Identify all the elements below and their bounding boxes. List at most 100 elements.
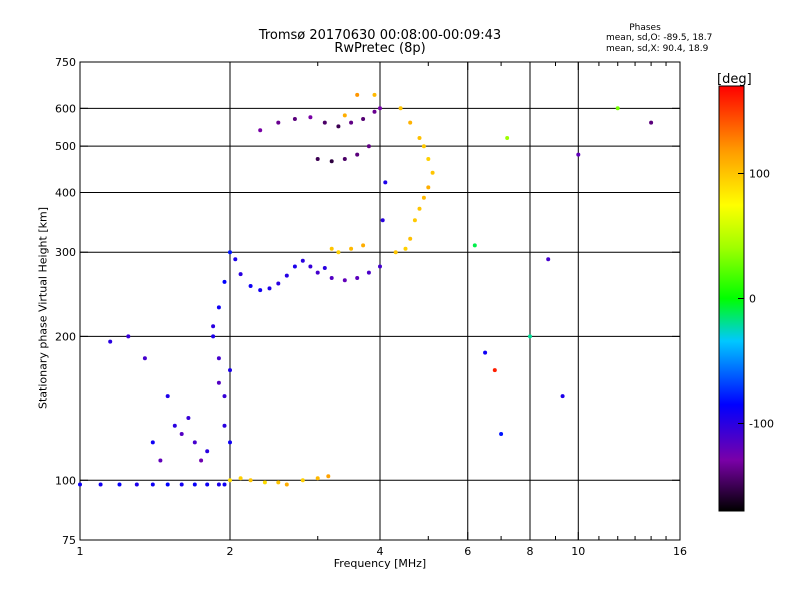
data-point: [329, 246, 334, 251]
data-point: [649, 120, 654, 125]
data-point: [326, 474, 331, 479]
data-point: [349, 246, 354, 251]
data-point: [342, 157, 347, 161]
data-point: [615, 106, 620, 111]
data-point: [233, 257, 238, 262]
data-point: [192, 482, 197, 487]
y-tick-label: 75: [62, 534, 76, 547]
data-point: [315, 476, 320, 481]
data-point: [158, 458, 163, 463]
data-point: [336, 124, 341, 129]
data-point: [142, 356, 147, 361]
data-point: [150, 440, 155, 445]
stats-o-mode: mean, sd,O: -89.5, 18.7: [606, 33, 713, 43]
data-point: [222, 394, 227, 399]
data-point: [421, 144, 426, 149]
data-point: [262, 480, 267, 485]
data-point: [315, 270, 320, 275]
data-point: [329, 276, 334, 280]
data-point: [417, 136, 422, 140]
data-point: [179, 482, 184, 487]
chart-subtitle: RwPretec (8p): [334, 41, 426, 56]
data-point: [150, 482, 155, 487]
data-point: [267, 286, 272, 291]
data-point: [372, 109, 377, 114]
x-tick-label: 6: [464, 545, 471, 558]
data-point: [108, 339, 113, 344]
data-point: [284, 482, 289, 487]
data-point: [412, 218, 417, 223]
colorbar-tick-label: 100: [749, 168, 770, 181]
data-point: [134, 482, 139, 487]
data-point: [472, 243, 477, 248]
data-point: [300, 258, 305, 263]
data-point: [355, 152, 360, 157]
data-point: [78, 482, 82, 487]
data-point: [211, 324, 216, 329]
data-point: [421, 195, 426, 200]
data-point: [380, 218, 385, 223]
data-point: [238, 272, 243, 277]
data-point: [192, 440, 197, 445]
data-point: [276, 120, 281, 125]
data-point: [222, 279, 227, 284]
data-point: [165, 394, 170, 399]
data-point: [165, 482, 170, 487]
y-tick-label: 500: [55, 140, 76, 153]
data-point: [211, 334, 216, 339]
y-tick-label: 200: [55, 330, 76, 343]
data-point: [408, 236, 413, 241]
y-tick-label: 600: [55, 102, 76, 115]
data-point: [117, 482, 122, 487]
data-point: [284, 273, 289, 278]
data-point: [228, 368, 232, 373]
data-point: [205, 449, 210, 454]
data-point: [205, 482, 210, 487]
y-tick-label: 750: [55, 56, 76, 69]
data-point: [322, 266, 327, 270]
colorbar-label: [deg]: [717, 72, 752, 87]
x-tick-label: 8: [527, 545, 534, 558]
data-point: [228, 478, 232, 483]
data-point: [276, 480, 281, 485]
data-point: [248, 478, 253, 483]
data-point: [426, 157, 431, 161]
data-point: [499, 432, 504, 436]
y-tick-label: 300: [55, 246, 76, 259]
data-point: [258, 288, 263, 293]
data-point: [216, 305, 221, 310]
data-point: [361, 117, 366, 121]
x-axis-label: Frequency [MHz]: [333, 557, 427, 570]
data-point: [366, 144, 371, 149]
data-point: [315, 157, 320, 161]
x-tick-label: 2: [227, 545, 234, 558]
data-point: [576, 152, 581, 157]
data-point: [329, 159, 334, 164]
data-point: [342, 113, 347, 118]
data-point: [426, 185, 431, 190]
data-point: [238, 476, 243, 481]
data-point: [216, 356, 221, 361]
data-point: [430, 170, 435, 175]
data-point: [322, 120, 327, 125]
data-point: [355, 276, 360, 280]
data-point: [361, 243, 366, 248]
data-point: [186, 416, 191, 420]
data-point: [342, 278, 347, 283]
chart-title: Tromsø 20170630 00:08:00-00:09:43: [258, 28, 502, 43]
data-point: [393, 250, 398, 255]
data-point: [483, 350, 488, 355]
stats-x-mode: mean, sd,X: 90.4, 18.9: [606, 44, 709, 54]
data-point: [417, 206, 422, 211]
data-point: [292, 117, 297, 121]
data-point: [276, 281, 281, 286]
x-tick-label: 10: [571, 545, 585, 558]
data-point: [300, 478, 305, 483]
data-point: [308, 264, 313, 269]
data-point: [372, 92, 377, 97]
data-point: [398, 106, 403, 111]
data-point: [308, 115, 313, 120]
data-point: [222, 423, 227, 428]
data-point: [528, 334, 532, 339]
